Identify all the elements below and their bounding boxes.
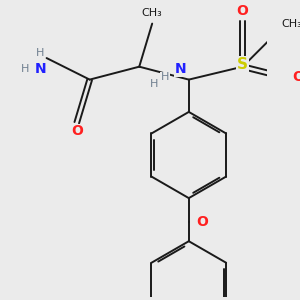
Text: CH₃: CH₃ [282, 19, 300, 28]
Text: H: H [150, 79, 158, 89]
Text: O: O [196, 215, 208, 229]
Text: H: H [36, 48, 44, 58]
Text: CH₃: CH₃ [142, 8, 163, 18]
Text: O: O [293, 70, 300, 85]
Text: S: S [237, 57, 248, 72]
Text: H: H [21, 64, 29, 74]
Text: N: N [174, 62, 186, 76]
Text: O: O [71, 124, 83, 138]
Text: H: H [161, 73, 169, 82]
Text: N: N [34, 62, 46, 76]
Text: O: O [237, 4, 249, 18]
